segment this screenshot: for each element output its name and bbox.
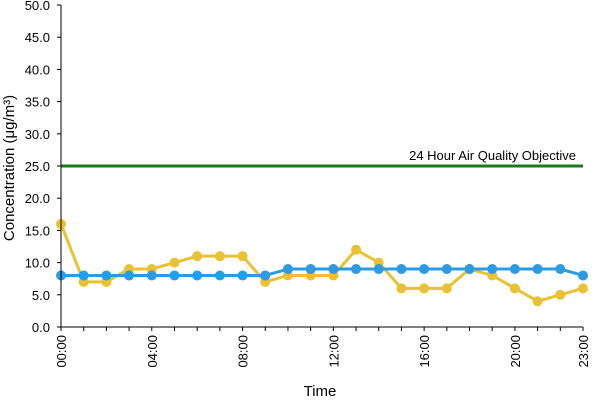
series-2-point xyxy=(214,270,225,281)
y-tick-label: 5.0 xyxy=(32,288,50,303)
series-1-point xyxy=(419,283,430,294)
y-tick-label: 20.0 xyxy=(25,191,50,206)
series-1-point xyxy=(192,251,203,262)
series-2-point xyxy=(124,270,135,281)
series-1-point xyxy=(555,289,566,300)
x-tick-label: 08:00 xyxy=(236,335,251,368)
series-2-point xyxy=(192,270,203,281)
series-2-point xyxy=(328,264,339,275)
series-1-point xyxy=(214,251,225,262)
x-tick-label: 23:00 xyxy=(576,335,591,368)
series-2-point xyxy=(509,264,520,275)
y-axis-title: Concentration (μg/m³) xyxy=(1,95,18,241)
series-2-point xyxy=(578,270,588,281)
series-2-point xyxy=(419,264,430,275)
series-2-point xyxy=(169,270,180,281)
x-tick-label: 00:00 xyxy=(54,335,69,368)
series-1-point xyxy=(169,257,180,268)
series-1-point xyxy=(532,296,543,307)
x-tick-label: 20:00 xyxy=(508,335,523,368)
series-2-point xyxy=(351,264,362,275)
series-1-point xyxy=(351,244,362,255)
series-2-point xyxy=(237,270,248,281)
series-1-line xyxy=(59,223,584,303)
series-2-point xyxy=(396,264,407,275)
y-tick-label: 10.0 xyxy=(25,256,50,271)
y-tick-label: 45.0 xyxy=(25,30,50,45)
x-tick-label: 04:00 xyxy=(145,335,160,368)
series-2-point xyxy=(146,270,157,281)
y-tick-label: 35.0 xyxy=(25,95,50,110)
y-axis-ticks: 0.0 5.0 10.0 15.0 20.0 25.0 30.0 35.0 40.0 45.0 50… xyxy=(25,0,61,335)
y-tick-label: 15.0 xyxy=(25,223,50,238)
series-2-point xyxy=(464,264,475,275)
series-2-point xyxy=(305,264,316,275)
series-1-point xyxy=(441,283,452,294)
series-2-point xyxy=(282,264,293,275)
series-2-point xyxy=(373,264,384,275)
x-tick-label: 16:00 xyxy=(417,335,432,368)
x-axis-ticks: 00:00 04:00 08:00 12:00 16:00 20:00 23:00 xyxy=(54,327,591,368)
y-tick-label: 40.0 xyxy=(25,62,50,77)
y-tick-label: 25.0 xyxy=(25,159,50,174)
y-tick-label: 30.0 xyxy=(25,127,50,142)
series-2-point xyxy=(260,270,271,281)
series-group xyxy=(56,218,588,307)
series-1-point xyxy=(396,283,407,294)
x-axis-title: Time xyxy=(304,383,337,400)
series-1-point xyxy=(578,283,588,294)
series-2-point xyxy=(78,270,89,281)
series-2-point xyxy=(487,264,498,275)
series-2-point xyxy=(441,264,452,275)
series-2-point xyxy=(532,264,543,275)
series-2-point xyxy=(101,270,112,281)
reference-line-label: 24 Hour Air Quality Objective xyxy=(409,148,576,163)
x-tick-label: 12:00 xyxy=(326,335,341,368)
y-tick-label: 0.0 xyxy=(32,320,50,335)
series-2-point xyxy=(555,264,566,275)
series-1-point xyxy=(237,251,248,262)
y-tick-label: 50.0 xyxy=(25,0,50,13)
series-1-point xyxy=(509,283,520,294)
